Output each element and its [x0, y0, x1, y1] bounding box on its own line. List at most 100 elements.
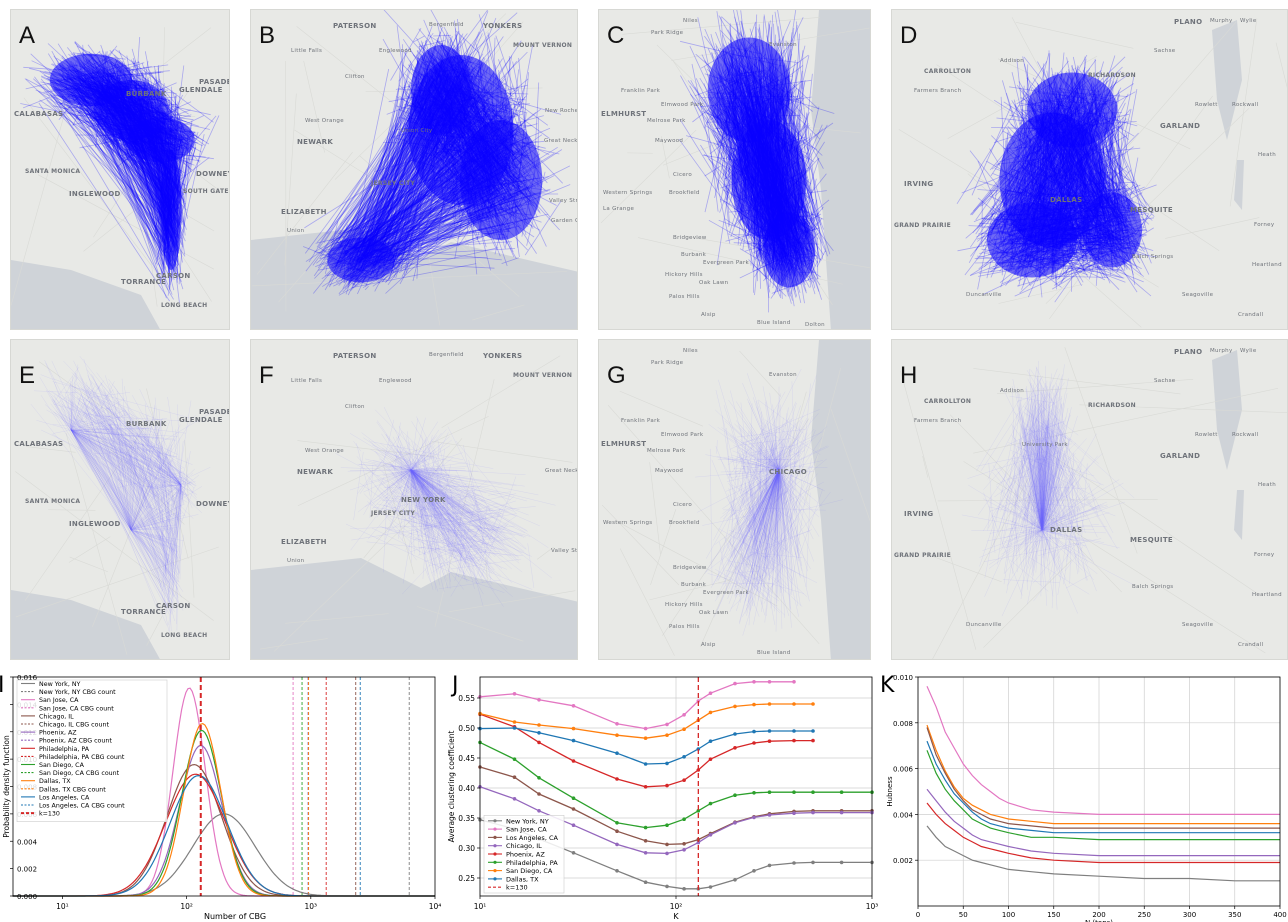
- map-label-bridgeview: Bridgeview: [673, 235, 707, 241]
- flow-line: [350, 180, 445, 249]
- flow-line: [334, 82, 411, 272]
- map-label-inglewood: INGLEWOOD: [69, 190, 121, 198]
- flow-line: [33, 78, 159, 192]
- flow-map-a: [11, 27, 220, 329]
- map-label-englewood: Englewood: [379, 48, 412, 54]
- road-line: [411, 147, 441, 326]
- road-line: [622, 17, 821, 35]
- road-line: [1015, 21, 1134, 49]
- flow-line: [125, 142, 165, 220]
- flow-line: [61, 96, 164, 234]
- flow-line: [380, 219, 435, 237]
- flow-line: [362, 89, 399, 252]
- map-label-valley-stream: Valley Stream: [549, 198, 578, 204]
- flow-line: [501, 257, 519, 264]
- flow-line: [724, 183, 756, 260]
- flow-line: [371, 117, 415, 242]
- flow-line: [679, 118, 737, 210]
- flow-line: [495, 35, 521, 107]
- map-label-clifton: Clifton: [345, 74, 365, 80]
- flow-line: [104, 127, 167, 269]
- flow-line: [402, 228, 498, 269]
- flow-line: [807, 133, 812, 150]
- flow-line: [46, 99, 175, 239]
- map-label-paterson: PATERSON: [333, 22, 377, 30]
- road-line: [947, 55, 1098, 139]
- road-line: [252, 271, 567, 287]
- flow-line: [777, 10, 821, 263]
- flow-line: [92, 99, 167, 299]
- flow-core: [327, 237, 395, 283]
- flow-line: [89, 103, 114, 154]
- flow-line: [344, 144, 402, 249]
- road-line: [11, 77, 75, 306]
- flow-line: [387, 84, 405, 255]
- road-line: [1045, 108, 1250, 304]
- flow-line: [331, 179, 426, 243]
- flow-line: [373, 125, 394, 258]
- flow-line: [379, 110, 409, 176]
- flow-line: [167, 263, 175, 296]
- flow-line: [335, 73, 420, 268]
- flow-line: [382, 176, 440, 263]
- flow-line: [733, 242, 769, 245]
- road-line: [37, 174, 215, 270]
- flow-line: [50, 96, 167, 186]
- flow-line: [73, 95, 170, 221]
- flow-line: [81, 146, 172, 224]
- flow-line: [50, 75, 175, 270]
- flow-line: [38, 102, 170, 302]
- flow-line: [456, 30, 480, 53]
- flow-line: [110, 140, 171, 191]
- flow-line: [796, 21, 815, 230]
- flow-line: [379, 93, 416, 243]
- flow-line: [518, 57, 527, 138]
- map-panel-c: Niles Park Ridge Evanston Franklin Park Elmw…: [598, 9, 871, 330]
- flow-line: [366, 48, 407, 256]
- map-label-pasadena: PASADENA: [199, 78, 229, 86]
- flow-line: [172, 92, 183, 128]
- road-line: [661, 136, 670, 179]
- flow-core: [459, 120, 543, 240]
- map-label-maywood: Maywood: [655, 138, 684, 144]
- map-label-dolton: Dolton: [805, 322, 825, 328]
- map-label-little-falls: Little Falls: [291, 48, 323, 54]
- flow-line: [697, 17, 754, 268]
- map-label-great-neck: Great Neck: [544, 138, 578, 144]
- flow-line: [348, 281, 356, 286]
- flow-line: [52, 85, 174, 253]
- road-line: [93, 87, 191, 238]
- flow-map-b: [251, 10, 577, 329]
- flow-line: [364, 285, 369, 291]
- flow-line: [106, 117, 169, 291]
- flow-line: [401, 44, 403, 111]
- water-body: [11, 260, 160, 329]
- flow-line: [79, 110, 83, 114]
- flow-line: [348, 68, 390, 260]
- flow-line: [46, 91, 76, 120]
- flow-line: [398, 32, 434, 82]
- map-label-burbank: BURBANK: [126, 90, 167, 98]
- flow-line: [678, 138, 774, 270]
- map-label-yonkers: YONKERS: [483, 22, 523, 30]
- road-line: [600, 129, 697, 224]
- map-panel-d: PLANO Murphy Wylie CARROLLTON Addison RICHARD…: [891, 9, 1288, 330]
- flow-line: [324, 221, 339, 274]
- flow-line: [680, 75, 725, 155]
- flow-line: [720, 152, 730, 227]
- road-line: [294, 129, 465, 236]
- road-line: [83, 180, 172, 252]
- map-label-calabasas: CALABASAS: [14, 110, 64, 118]
- flow-line: [338, 89, 418, 250]
- flow-line: [433, 34, 452, 37]
- water-body: [1212, 20, 1242, 140]
- road-line: [998, 283, 1083, 304]
- flow-line: [374, 183, 406, 233]
- flow-line: [816, 237, 819, 280]
- water-body: [1234, 160, 1244, 210]
- map-label-palos-hills: Palos Hills: [669, 294, 700, 300]
- flow-line: [141, 76, 159, 88]
- map-label-cicero: Cicero: [673, 172, 693, 178]
- flow-line: [1014, 253, 1108, 297]
- flow-core: [731, 120, 807, 240]
